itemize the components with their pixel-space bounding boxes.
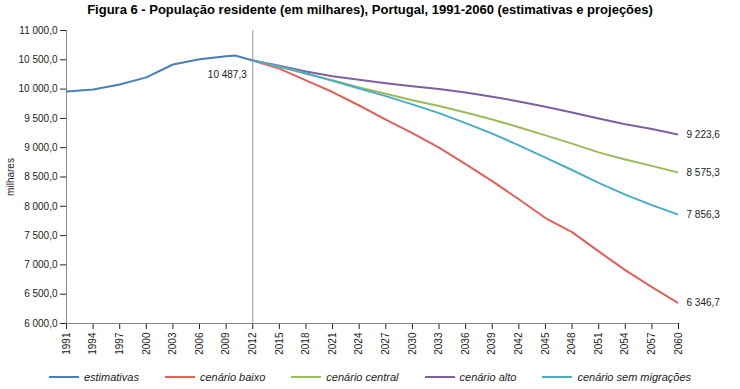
svg-text:2051: 2051 [593,332,604,355]
html-text:cenário baixo: cenário baixo [199,371,266,383]
svg-text:2012: 2012 [247,332,258,355]
svg-text:2015: 2015 [274,332,285,355]
svg-text:6 000,0: 6 000,0 [24,318,58,329]
svg-text:2036: 2036 [460,332,471,355]
svg-text:7 856,3: 7 856,3 [687,209,721,220]
html-text:Figura 6 - População residente: Figura 6 - População residente (em milha… [87,2,653,17]
svg-text:9 223,6: 9 223,6 [687,129,721,140]
html-text:estimativas: estimativas [83,371,139,383]
svg-text:2009: 2009 [220,332,231,355]
svg-text:2045: 2045 [540,332,551,355]
svg-text:1997: 1997 [114,332,125,355]
svg-text:2030: 2030 [407,332,418,355]
svg-text:9 500,0: 9 500,0 [24,113,58,124]
svg-text:10 500,0: 10 500,0 [19,54,58,65]
svg-text:1991: 1991 [61,332,72,355]
svg-text:2048: 2048 [566,332,577,355]
svg-text:2021: 2021 [327,332,338,355]
svg-text:7 000,0: 7 000,0 [24,259,58,270]
svg-text:11 000,0: 11 000,0 [19,25,58,36]
svg-text:2027: 2027 [380,332,391,355]
svg-text:milhares: milhares [5,158,16,196]
svg-text:2006: 2006 [194,332,205,355]
svg-text:2057: 2057 [646,332,657,355]
svg-text:8 000,0: 8 000,0 [24,201,58,212]
svg-text:8 500,0: 8 500,0 [24,171,58,182]
svg-text:2003: 2003 [167,332,178,355]
svg-text:2033: 2033 [433,332,444,355]
svg-text:1994: 1994 [87,332,98,355]
html-text:cenário alto: cenário alto [459,371,517,383]
svg-text:6 346,7: 6 346,7 [687,297,721,308]
svg-text:2039: 2039 [486,332,497,355]
svg-text:10 000,0: 10 000,0 [19,83,58,94]
svg-text:2018: 2018 [300,332,311,355]
svg-text:10 487,3: 10 487,3 [208,69,247,80]
html-text:cenário sem migrações: cenário sem migrações [577,371,692,383]
svg-text:2024: 2024 [353,332,364,355]
svg-text:7 500,0: 7 500,0 [24,230,58,241]
svg-text:2054: 2054 [619,332,630,355]
svg-text:9 000,0: 9 000,0 [24,142,58,153]
svg-text:8 575,3: 8 575,3 [687,167,721,178]
html-text:cenário central: cenário central [326,371,399,383]
svg-text:2000: 2000 [141,332,152,355]
svg-text:2042: 2042 [513,332,524,355]
svg-text:6 500,0: 6 500,0 [24,288,58,299]
svg-text:2060: 2060 [673,332,684,355]
